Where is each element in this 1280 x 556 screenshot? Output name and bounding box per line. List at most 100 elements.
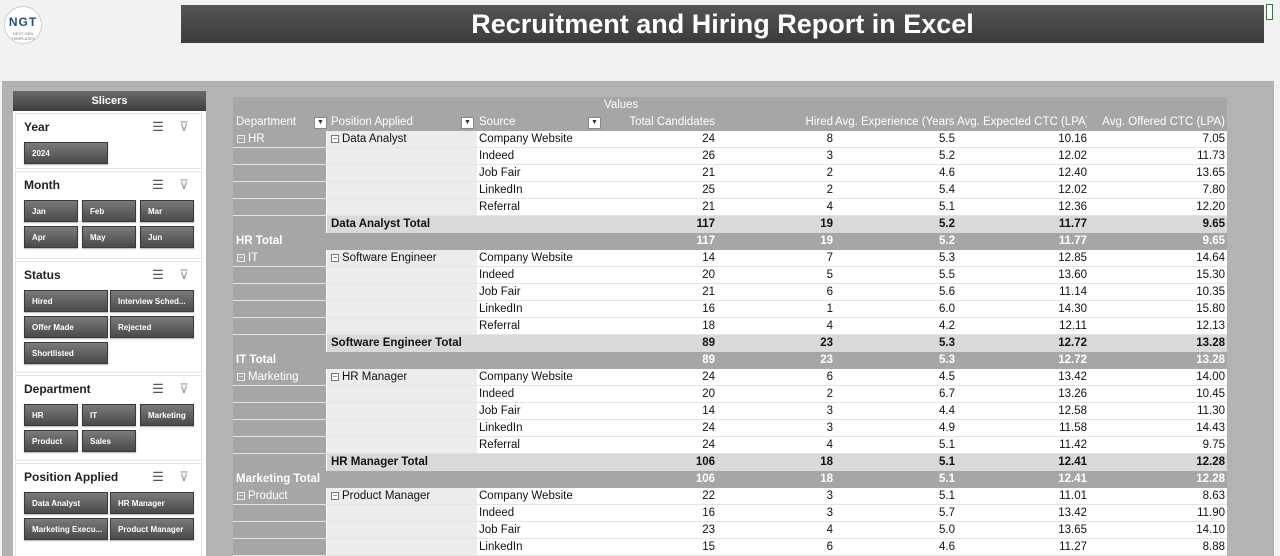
multi-select-icon[interactable]: ☰ (152, 119, 164, 134)
position-label[interactable]: − Product Manager (331, 488, 430, 505)
slicer-item[interactable]: Jan (24, 200, 78, 222)
collapse-icon[interactable]: − (331, 134, 339, 143)
position-group: − HR Manager (327, 369, 477, 454)
cell-source: Job Fair (479, 524, 521, 536)
slicer-item[interactable]: HR Manager (110, 492, 194, 514)
cell-hired: 3 (826, 150, 833, 162)
collapse-icon[interactable]: − (237, 372, 245, 381)
slicer-item[interactable]: Shortlisted (24, 342, 108, 364)
slicer-item[interactable]: Product Manager (110, 518, 194, 540)
collapse-icon[interactable]: − (331, 253, 339, 262)
slicer-item[interactable]: May (82, 226, 136, 248)
position-label[interactable]: − HR Manager (331, 369, 407, 386)
slicer-item[interactable]: Hired (24, 290, 108, 312)
cell-source: Company Website (479, 252, 573, 264)
cell-hired: 4 (826, 201, 833, 213)
department-total-row[interactable]: HR Total 117 19 5.2 11.77 9.65 (233, 233, 1227, 250)
cell-total-candidates: 18 (702, 320, 715, 332)
slicer-item[interactable]: Interview Sched... (110, 290, 194, 312)
multi-select-icon[interactable]: ☰ (152, 381, 164, 396)
multi-select-icon[interactable]: ☰ (152, 177, 164, 192)
slicer-item[interactable]: Marketing (140, 404, 194, 426)
table-row[interactable]: LinkedIn 15 6 4.6 11.27 8.88 (233, 539, 1227, 556)
table-row[interactable]: LinkedIn 24 3 4.9 11.58 14.43 (233, 420, 1227, 437)
department-total-row[interactable]: Marketing Total 106 18 5.1 12.41 12.28 (233, 471, 1227, 488)
position-subtotal-row[interactable]: Data Analyst Total 117 19 5.2 11.77 9.65 (327, 216, 1227, 233)
position-label[interactable]: − Data Analyst (331, 131, 407, 148)
table-row[interactable]: Company Website 22 3 5.1 11.01 8.63 (233, 488, 1227, 505)
cell-source: LinkedIn (479, 184, 523, 196)
table-row[interactable]: Job Fair 23 4 5.0 13.65 14.10 (233, 522, 1227, 539)
table-row[interactable]: Referral 24 4 5.1 11.42 9.75 (233, 437, 1227, 454)
slicer-item[interactable]: Sales (82, 430, 136, 452)
collapse-icon[interactable]: − (331, 372, 339, 381)
position-subtotal-row[interactable]: Software Engineer Total 89 23 5.3 12.72 13.28 (327, 335, 1227, 352)
slicer-item[interactable]: 2024 (24, 142, 108, 164)
position-label[interactable]: − Software Engineer (331, 250, 437, 267)
cell-source: Indeed (479, 507, 515, 519)
department-label[interactable]: − IT (237, 250, 258, 267)
multi-select-icon[interactable]: ☰ (152, 267, 164, 282)
table-row[interactable]: Referral 18 4 4.2 12.11 12.13 (233, 318, 1227, 335)
table-row[interactable]: Job Fair 21 6 5.6 11.14 10.35 (233, 284, 1227, 301)
clear-filter-icon[interactable]: ⊽ (179, 381, 189, 396)
table-row[interactable]: Referral 21 4 5.1 12.36 12.20 (233, 199, 1227, 216)
table-row[interactable]: Indeed 20 5 5.5 13.60 15.30 (233, 267, 1227, 284)
collapse-icon[interactable]: − (331, 491, 339, 500)
department-total-row[interactable]: IT Total 89 23 5.3 12.72 13.28 (233, 352, 1227, 369)
selection-handle[interactable] (1266, 4, 1273, 20)
slicer-item[interactable]: Mar (140, 200, 194, 222)
cell-source: LinkedIn (479, 422, 523, 434)
cell-source: Referral (479, 201, 520, 213)
pivot-table[interactable]: Values Department ▼ Position Applied ▼ Source… (233, 97, 1227, 556)
cell-hired: 3 (826, 507, 833, 519)
cell-avg-experience: 6.0 (939, 303, 955, 315)
position-group: − Software Engineer (327, 250, 477, 335)
table-row[interactable]: Company Website 14 7 5.3 12.85 14.64 (233, 250, 1227, 267)
cell-avg-offered-ctc: 12.13 (1196, 320, 1225, 332)
slicer-item[interactable]: Product (24, 430, 78, 452)
cell-avg-expected-ctc: 12.58 (1058, 405, 1087, 417)
table-row[interactable]: Job Fair 14 3 4.4 12.58 11.30 (233, 403, 1227, 420)
clear-filter-icon[interactable]: ⊽ (179, 267, 189, 282)
department-label[interactable]: − HR (237, 131, 265, 148)
slicer-item[interactable]: Apr (24, 226, 78, 248)
clear-filter-icon[interactable]: ⊽ (179, 119, 189, 134)
slicer-item[interactable]: HR (24, 404, 78, 426)
department-label[interactable]: − Product (237, 488, 288, 505)
department-label[interactable]: − Marketing (237, 369, 299, 386)
slicer-item[interactable]: Marketing Execu... (24, 518, 108, 540)
clear-filter-icon[interactable]: ⊽ (179, 177, 189, 192)
collapse-icon[interactable]: − (237, 134, 245, 143)
position-name: HR Manager (342, 371, 408, 383)
cell-source: Indeed (479, 388, 515, 400)
slicer-item[interactable]: Feb (82, 200, 136, 222)
slicer-item[interactable]: Rejected (110, 316, 194, 338)
table-row[interactable]: LinkedIn 16 1 6.0 14.30 15.80 (233, 301, 1227, 318)
slicer-item[interactable]: IT (82, 404, 136, 426)
cell-avg-offered-ctc: 7.80 (1202, 184, 1225, 196)
table-row[interactable]: Company Website 24 6 4.5 13.42 14.00 (233, 369, 1227, 386)
multi-select-icon[interactable]: ☰ (152, 469, 164, 484)
source-filter-dropdown[interactable]: ▼ (588, 117, 601, 129)
slicer-item[interactable]: Jun (140, 226, 194, 248)
table-row[interactable]: LinkedIn 25 2 5.4 12.02 7.80 (233, 182, 1227, 199)
table-row[interactable]: Company Website 24 8 5.5 10.16 7.05 (233, 131, 1227, 148)
table-row[interactable]: Job Fair 21 2 4.6 12.40 13.65 (233, 165, 1227, 182)
table-row[interactable]: Indeed 20 2 6.7 13.26 10.45 (233, 386, 1227, 403)
department-filter-dropdown[interactable]: ▼ (314, 117, 327, 129)
table-row[interactable]: Indeed 26 3 5.2 12.02 11.73 (233, 148, 1227, 165)
position-filter-dropdown[interactable]: ▼ (461, 117, 474, 129)
cell-total-candidates: 25 (702, 184, 715, 196)
cell-hired: 6 (826, 541, 833, 553)
position-subtotal-row[interactable]: HR Manager Total 106 18 5.1 12.41 12.28 (327, 454, 1227, 471)
pivot-header-values: Values (233, 97, 1227, 114)
collapse-icon[interactable]: − (237, 491, 245, 500)
table-row[interactable]: Indeed 16 3 5.7 13.42 11.90 (233, 505, 1227, 522)
clear-filter-icon[interactable]: ⊽ (179, 469, 189, 484)
slicer-item[interactable]: Data Analyst (24, 492, 108, 514)
slicer-item[interactable]: Offer Made (24, 316, 108, 338)
collapse-icon[interactable]: − (237, 253, 245, 262)
cell-avg-expected-ctc: 11.01 (1059, 490, 1087, 502)
cell-total-candidates: 20 (702, 388, 715, 400)
